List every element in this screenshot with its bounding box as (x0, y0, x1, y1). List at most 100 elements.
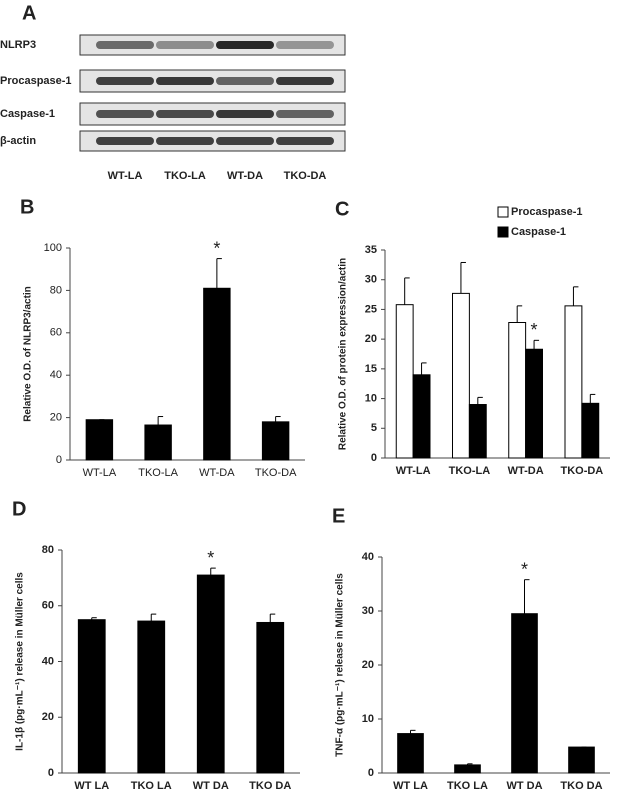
y-tick-label: 60 (50, 327, 62, 339)
y-tick-label: 10 (362, 713, 374, 725)
y-tick-label: 0 (371, 452, 377, 464)
blot-band (216, 77, 274, 85)
blot-row-label: β-actin (0, 135, 36, 147)
panel-label: C (335, 198, 349, 220)
x-tick-label: WT-LA (396, 465, 431, 477)
x-tick-label: TKO DA (560, 780, 602, 792)
y-tick-label: 35 (365, 244, 377, 256)
blot-band (96, 41, 154, 49)
panel-label: E (332, 505, 345, 527)
blot-band (216, 41, 274, 49)
y-tick-label: 0 (48, 767, 54, 779)
bar (525, 348, 543, 459)
bar (568, 746, 595, 774)
blot-band (156, 110, 214, 118)
bar (256, 621, 285, 774)
blot-band (96, 110, 154, 118)
x-tick-label: WT DA (506, 780, 542, 792)
bar (85, 419, 114, 461)
y-tick-label: 20 (362, 659, 374, 671)
y-tick-label: 25 (365, 303, 377, 315)
bar (452, 292, 470, 459)
bar (395, 304, 414, 459)
y-tick-label: 100 (44, 242, 62, 254)
blot-band (216, 137, 274, 145)
bar (454, 764, 481, 774)
y-tick-label: 5 (371, 422, 377, 434)
y-tick-label: 80 (42, 544, 54, 556)
significance-mark: * (207, 548, 214, 568)
blot-row-label: NLRP3 (0, 39, 36, 51)
bar (144, 424, 172, 461)
bar (77, 619, 106, 774)
lane-label: WT-LA (108, 170, 143, 182)
significance-mark: * (521, 559, 528, 579)
x-tick-label: TKO-DA (255, 467, 297, 479)
blot-band (156, 137, 214, 145)
y-tick-label: 60 (42, 600, 54, 612)
blot-band (276, 41, 334, 49)
bar (196, 574, 225, 774)
significance-mark: * (531, 320, 538, 340)
y-tick-label: 10 (365, 392, 377, 404)
bar (137, 620, 166, 774)
y-tick-label: 40 (362, 551, 374, 563)
legend-label: Procaspase-1 (511, 206, 583, 218)
x-tick-label: WT-DA (508, 465, 544, 477)
y-tick-label: 15 (365, 363, 377, 375)
y-tick-label: 0 (56, 454, 62, 466)
bar (581, 402, 600, 459)
y-axis-label: TNF-α (pg·mL⁻¹) release in Müller cells (335, 573, 346, 757)
x-tick-label: TKO LA (447, 780, 488, 792)
legend-swatch (497, 226, 509, 238)
lane-label: TKO-DA (284, 170, 327, 182)
blot-band (156, 77, 214, 85)
panel-label: B (20, 196, 34, 218)
bar (511, 613, 538, 774)
x-tick-label: TKO-LA (449, 465, 491, 477)
bar (412, 374, 431, 459)
x-tick-label: WT-LA (83, 467, 117, 479)
y-tick-label: 30 (365, 274, 377, 286)
bar (203, 287, 231, 461)
x-tick-label: WT-DA (199, 467, 235, 479)
y-tick-label: 20 (42, 711, 54, 723)
x-tick-label: WT LA (393, 780, 428, 792)
y-tick-label: 80 (50, 284, 62, 296)
significance-mark: * (213, 238, 220, 258)
y-tick-label: 20 (365, 333, 377, 345)
y-tick-label: 20 (50, 412, 62, 424)
blot-band (276, 110, 334, 118)
legend-label: Caspase-1 (511, 226, 566, 238)
blot-band (96, 77, 154, 85)
y-axis-label: Relative O.D. of protein expression/acti… (338, 258, 349, 450)
lane-label: TKO-LA (164, 170, 206, 182)
legend-swatch (497, 206, 509, 218)
bar (508, 322, 527, 459)
blot-row-label: Procaspase-1 (0, 75, 72, 87)
y-tick-label: 40 (42, 655, 54, 667)
blot-band (216, 110, 274, 118)
blot-band (156, 41, 214, 49)
y-tick-label: 30 (362, 605, 374, 617)
x-tick-label: WT DA (193, 780, 229, 792)
bar (564, 305, 583, 459)
bar (397, 733, 424, 774)
x-tick-label: TKO LA (131, 780, 172, 792)
blot-row-label: Caspase-1 (0, 108, 55, 120)
x-tick-label: TKO-DA (560, 465, 603, 477)
y-tick-label: 40 (50, 369, 62, 381)
x-tick-label: TKO DA (249, 780, 291, 792)
blot-band (276, 77, 334, 85)
y-axis-label: IL-1β (pg·mL⁻¹) release in Müller cells (15, 572, 26, 751)
y-tick-label: 0 (368, 767, 374, 779)
panel-label: A (22, 2, 36, 24)
blot-band (276, 137, 334, 145)
blot-band (96, 137, 154, 145)
panel-label: D (12, 498, 26, 520)
y-axis-label: Relative O.D. of NLRP3/actin (23, 286, 34, 422)
x-tick-label: WT LA (74, 780, 109, 792)
lane-label: WT-DA (227, 170, 263, 182)
bar (468, 404, 487, 459)
